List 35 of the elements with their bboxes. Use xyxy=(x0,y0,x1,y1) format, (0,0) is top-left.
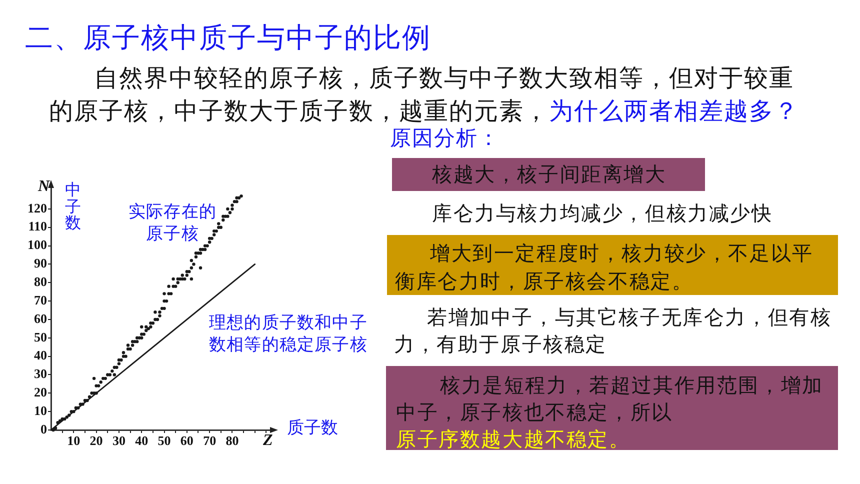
x-tick-label: 10 xyxy=(67,433,80,448)
chart-title: 二、原子核中质子与中子的比例 xyxy=(25,20,431,56)
x-tick-label: 50 xyxy=(158,433,171,448)
x-tick-label: 20 xyxy=(90,433,103,448)
x-tick-label: 70 xyxy=(203,433,216,448)
text: 库仑力与核力均减少，但核力减少快 xyxy=(432,200,773,227)
series-label: 理想的质子数和中子数相等的稳定原子核 xyxy=(209,312,368,356)
x-tick-label: 40 xyxy=(135,433,148,448)
y-tick-label: 120 xyxy=(28,200,47,216)
annotation: 中子数 xyxy=(65,180,82,232)
y-tick-label: 10 xyxy=(34,402,47,418)
text: 原因分析： xyxy=(390,125,500,152)
x-axis-title: Z xyxy=(263,432,273,450)
text: 核力是短程力，若超过其作用范围，增加中子，原子核也不稳定，所以 xyxy=(396,373,824,424)
text: 质子数 xyxy=(287,417,338,440)
y-tick-label: 100 xyxy=(28,237,47,252)
text: 核越大，核子间距离增大 xyxy=(432,161,666,188)
x-tick-label: 30 xyxy=(112,433,126,448)
y-tick-label: 70 xyxy=(34,292,47,308)
x-tick-label: 80 xyxy=(226,433,239,448)
x-tick-label: 60 xyxy=(180,433,194,448)
y-tick-label: 50 xyxy=(34,329,47,344)
text: 若增加中子，与其它核子无库仑力，但有核力，有助于原子核稳定 xyxy=(394,304,833,358)
y-tick-label: 40 xyxy=(34,348,47,363)
y-tick-label: 80 xyxy=(34,274,47,289)
y-axis-title: N xyxy=(38,178,50,196)
text: 为什么两者相差越多？ xyxy=(549,96,799,127)
y-tick-label: 110 xyxy=(28,218,47,234)
y-tick-label: 20 xyxy=(34,384,47,400)
y-tick-label: 60 xyxy=(34,310,47,326)
y-tick-label: 90 xyxy=(34,256,47,271)
series-label: 实际存在的原子核 xyxy=(128,201,218,245)
text: 原子序数越大越不稳定。 xyxy=(396,426,630,453)
y-tick-label: 0 xyxy=(40,421,47,436)
y-tick-label: 30 xyxy=(34,366,47,382)
